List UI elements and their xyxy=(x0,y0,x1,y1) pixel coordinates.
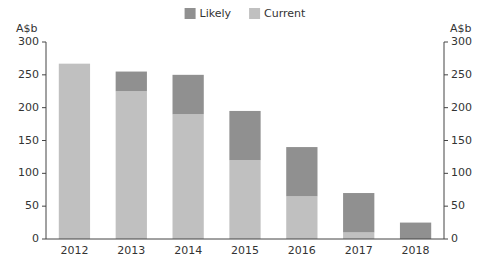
legend-item: Likely xyxy=(185,7,232,20)
y-tick xyxy=(42,42,46,43)
y-tick-label: 250 xyxy=(18,68,39,81)
y-tick-label: 0 xyxy=(32,232,39,245)
y2-tick xyxy=(444,239,448,240)
y2-tick xyxy=(444,42,448,43)
y2-tick-label: 300 xyxy=(451,35,472,48)
y-tick xyxy=(42,140,46,141)
x-axis-line xyxy=(46,239,444,240)
y-tick xyxy=(42,239,46,240)
y2-tick-label: 100 xyxy=(451,166,472,179)
legend-label: Current xyxy=(264,7,306,20)
y-tick xyxy=(42,107,46,108)
bar xyxy=(286,147,317,196)
y-tick-label: 100 xyxy=(18,166,39,179)
y2-tick xyxy=(444,140,448,141)
x-tick-label: 2018 xyxy=(402,244,430,257)
legend-label: Likely xyxy=(200,7,232,20)
y2-tick xyxy=(444,173,448,174)
bar xyxy=(173,114,204,239)
y-tick-label: 200 xyxy=(18,101,39,114)
y-tick xyxy=(42,74,46,75)
y2-tick xyxy=(444,206,448,207)
x-tick-label: 2015 xyxy=(231,244,259,257)
y-tick xyxy=(42,206,46,207)
y2-tick-label: 0 xyxy=(451,232,458,245)
y2-tick-label: 250 xyxy=(451,68,472,81)
y-tick-label: 150 xyxy=(18,134,39,147)
series xyxy=(59,64,375,239)
y-tick-label: 300 xyxy=(18,35,39,48)
chart: 0 50 100 150 200 250 300 0 50 100 150 200 250 300 2012… xyxy=(0,0,490,265)
x-tick-label: 2017 xyxy=(345,244,373,257)
y-tick-label: 50 xyxy=(25,199,39,212)
legend-item: Current xyxy=(249,7,306,20)
legend-swatch xyxy=(185,8,196,19)
bars xyxy=(59,64,431,239)
y-axis-label: A$b xyxy=(16,22,38,35)
y2-tick-label: 50 xyxy=(451,199,465,212)
bar xyxy=(59,63,90,64)
bar xyxy=(229,160,260,239)
x-tick-label: 2014 xyxy=(174,244,202,257)
x-tick-label: 2012 xyxy=(60,244,88,257)
bar xyxy=(173,75,204,114)
bar xyxy=(343,232,374,239)
bar xyxy=(116,91,147,239)
y2-tick xyxy=(444,74,448,75)
legend-swatch xyxy=(249,8,260,19)
x-tick-label: 2013 xyxy=(117,244,145,257)
y2-tick-label: 200 xyxy=(451,101,472,114)
bar xyxy=(286,196,317,239)
legend: Likely Current xyxy=(185,7,307,20)
bar xyxy=(400,223,431,239)
series xyxy=(116,72,432,239)
y2-axis-label: A$b xyxy=(450,22,472,35)
bar xyxy=(229,111,260,160)
bar xyxy=(116,72,147,92)
x-tick-label: 2016 xyxy=(288,244,316,257)
bar xyxy=(59,64,90,239)
y2-tick xyxy=(444,107,448,108)
bar xyxy=(343,193,374,232)
y-tick xyxy=(42,173,46,174)
axes: 0 50 100 150 200 250 300 0 50 100 150 200 250 300 2012… xyxy=(18,35,472,257)
chart-container: 0 50 100 150 200 250 300 0 50 100 150 200 250 300 2012… xyxy=(0,0,490,265)
y2-tick-label: 150 xyxy=(451,134,472,147)
